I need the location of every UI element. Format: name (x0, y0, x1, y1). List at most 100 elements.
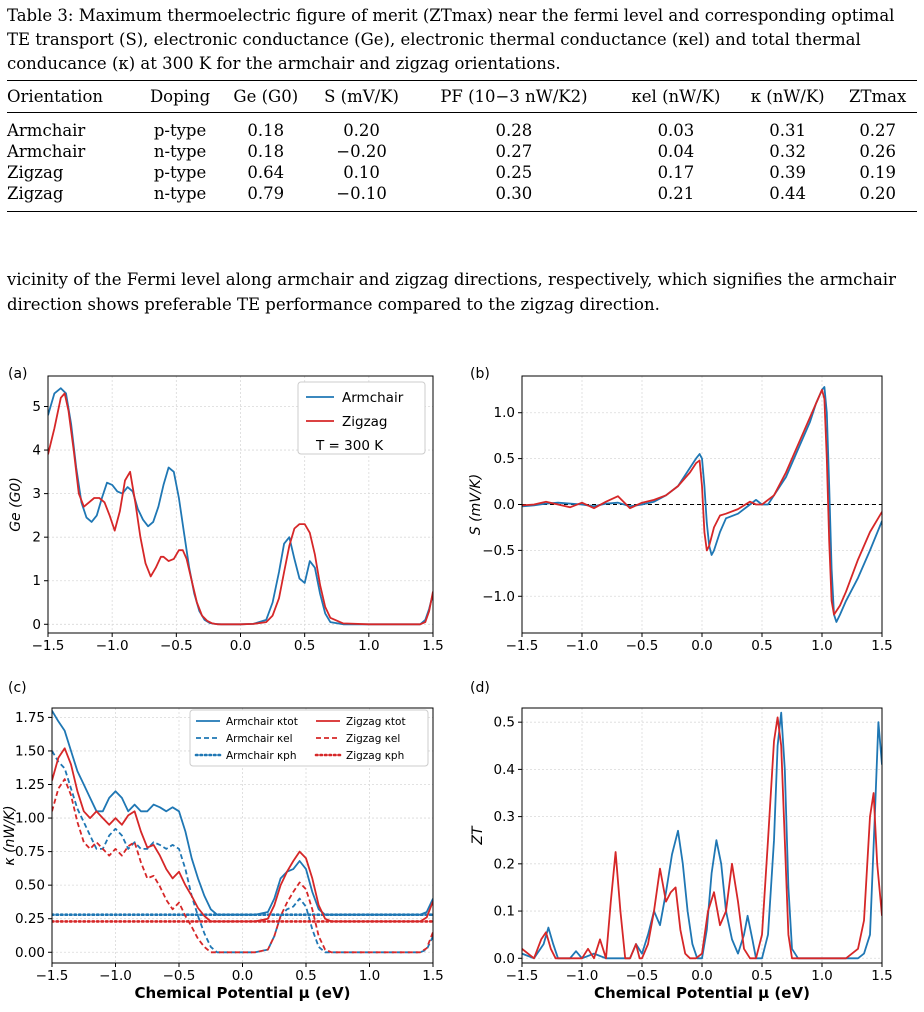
y-tick-label: 1.00 (15, 811, 45, 827)
legend-label: Armchair κel (226, 733, 293, 745)
x-axis-label: Chemical Potential μ (eV) (135, 984, 351, 1002)
x-tick-label: −0.5 (163, 968, 196, 984)
table-cell: 0.21 (657, 184, 695, 203)
table-cell: 0.20 (343, 121, 380, 140)
x-tick-label: −0.5 (626, 968, 659, 984)
y-tick-label: 0.75 (15, 844, 45, 860)
col-ge: Ge (G0) (233, 87, 299, 106)
x-tick-label: 1.5 (422, 638, 443, 654)
x-tick-label: −0.5 (626, 638, 659, 654)
y-tick-label: 0 (32, 617, 41, 633)
table-cell: 0.28 (495, 121, 533, 140)
col-orientation: Orientation (7, 87, 104, 106)
table-cell: 0.39 (769, 163, 807, 182)
y-tick-label: −1.0 (482, 589, 515, 605)
panel-label: (a) (8, 366, 28, 382)
table-cell: 0.64 (247, 163, 285, 182)
table-cell: 0.31 (769, 121, 807, 140)
y-tick-label: 4 (32, 443, 41, 459)
legend-label: Zigzag κel (346, 733, 400, 745)
table-cell: 0.26 (859, 142, 897, 161)
table-cell: 0.25 (495, 163, 533, 182)
table-cell: Armchair (7, 121, 86, 140)
legend-label: Armchair (342, 390, 404, 406)
x-tick-label: 1.0 (359, 968, 380, 984)
x-tick-label: 1.0 (358, 638, 379, 654)
col-doping: Doping (149, 87, 211, 106)
table-cell: 0.19 (859, 163, 897, 182)
y-tick-label: 0.5 (494, 451, 515, 467)
table-cell: 0.03 (657, 121, 695, 140)
table-cell: n-type (153, 142, 207, 161)
legend-box (297, 381, 426, 455)
table-cell: 0.10 (343, 163, 380, 182)
y-tick-label: 0.2 (494, 856, 515, 872)
legend-temperature-note: T = 300 K (315, 438, 384, 454)
table-cell: p-type (153, 163, 207, 182)
x-tick-label: 1.5 (871, 968, 892, 984)
series-line-zigzag (48, 392, 433, 626)
body-paragraph: vicinity of the Fermi level along armcha… (7, 270, 896, 314)
x-tick-label: −1.5 (32, 638, 65, 654)
series-line-zigzag (522, 716, 882, 960)
y-tick-label: 0.00 (15, 945, 45, 961)
y-axis-label: κ (nW/K) (2, 805, 18, 865)
x-tick-label: 0.0 (232, 968, 253, 984)
table-caption: Table 3: Maximum thermoelectric figure o… (7, 6, 895, 73)
results-table: Orientation Doping Ge (G0) S (mV/K) PF (… (7, 80, 917, 212)
chart-conductance: −1.5 −1.0 −0.5 0.0 0.5 1.0 1.5 0 1 2 3 4 5 Ge (G0) Arm… (8, 375, 444, 654)
y-tick-label: 0.4 (494, 762, 515, 778)
chart-seebeck: −1.5 −1.0 −0.5 0.0 0.5 1.0 1.5 −1.0 −0.5 0.0 0.5 1.… (468, 375, 893, 654)
table-cell: 0.18 (247, 121, 285, 140)
y-axis-label: S (mV/K) (468, 474, 484, 535)
figure-panel-d: (d) −1.5 −1.0 −0.5 0.0 0.5 1.0 1.5 0.0 0.1 0.2 0.3… (462, 674, 924, 1012)
y-tick-label: 0.1 (494, 904, 515, 920)
col-ztmax: ZTmax (849, 87, 907, 106)
table-cell: 0.44 (769, 184, 807, 203)
panel-label: (d) (470, 680, 490, 696)
x-tick-label: −1.0 (99, 968, 132, 984)
table-cell: 0.79 (247, 184, 285, 203)
y-tick-label: 1.0 (494, 405, 515, 421)
y-tick-label: 0.5 (494, 715, 515, 731)
table-cell: 0.27 (495, 142, 533, 161)
series-line-zigzag-tot (52, 747, 433, 923)
legend-label: Zigzag (342, 414, 388, 430)
series-line-armchair (522, 386, 882, 623)
legend-label: Armchair κtot (226, 716, 298, 728)
x-tick-label: 1.5 (871, 638, 892, 654)
x-tick-label: −1.5 (506, 968, 539, 984)
x-tick-label: 1.0 (811, 638, 832, 654)
y-tick-label: 0.50 (15, 878, 45, 894)
table-cell: p-type (153, 121, 207, 140)
legend-label: Armchair κph (226, 750, 297, 762)
chart-thermal-conductance: −1.5 −1.0 −0.5 0.0 0.5 1.0 1.5 0.00 0.25 0.50 0.75… (2, 707, 444, 1002)
legend-box (189, 709, 429, 767)
x-tick-label: −1.5 (506, 638, 539, 654)
y-tick-label: 0.25 (15, 911, 45, 927)
y-tick-label: 1.75 (15, 710, 45, 726)
table-cell: 0.27 (859, 121, 897, 140)
x-tick-label: 0.5 (294, 638, 315, 654)
table-row: Armchair n-type 0.18 −0.20 0.27 0.04 0.3… (7, 141, 917, 162)
y-tick-label: 1.25 (15, 777, 45, 793)
table-cell: 0.20 (859, 184, 897, 203)
table-cell: Zigzag (7, 184, 64, 203)
table-cell: 0.32 (769, 142, 807, 161)
table-cell: −0.10 (336, 184, 387, 203)
y-tick-label: 0.3 (494, 809, 515, 825)
series-line-zigzag (522, 388, 882, 616)
table-cell: Armchair (7, 142, 86, 161)
figure-panel-b: (b) −1.5 −1.0 −0.5 0.0 0.5 1.0 1.5 −1.0 −0.5 0.0 0… (462, 362, 924, 674)
x-tick-label: 1.0 (811, 968, 832, 984)
y-axis-label: Ge (G0) (8, 477, 24, 532)
y-axis-label: ZT (470, 825, 486, 846)
table-cell: n-type (153, 184, 207, 203)
y-tick-label: 2 (32, 530, 41, 546)
col-k: κ (nW/K) (750, 87, 825, 106)
series-line-zigzag-el (52, 778, 433, 954)
x-tick-label: −0.5 (160, 638, 193, 654)
table-cell: −0.20 (336, 142, 387, 161)
x-tick-label: 0.5 (295, 968, 316, 984)
table-cell: 0.04 (657, 142, 695, 161)
